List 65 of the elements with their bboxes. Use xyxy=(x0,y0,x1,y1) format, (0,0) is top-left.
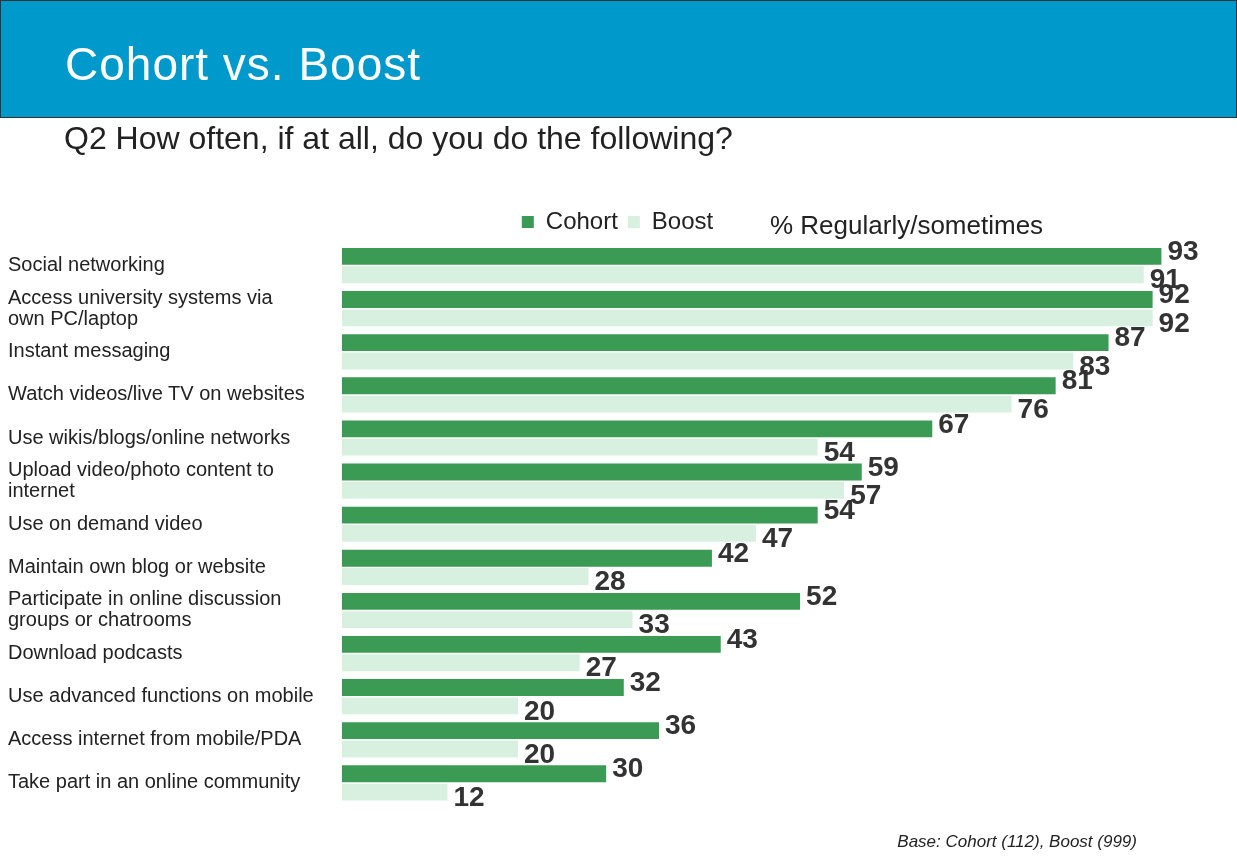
y-tick-label: Use wikis/blogs/online networks xyxy=(8,425,291,448)
data-label: 59 xyxy=(867,450,899,482)
legend-label: Boost xyxy=(651,206,714,234)
bar xyxy=(341,636,721,653)
bar xyxy=(341,291,1153,308)
bar xyxy=(341,395,1012,413)
data-label: 87 xyxy=(1114,321,1146,353)
y-tick-label: Social networking xyxy=(8,253,165,276)
bar xyxy=(341,247,1162,265)
y-tick-label: Upload video/photo content to internet xyxy=(8,458,274,502)
y-tick-label: Download podcasts xyxy=(8,641,183,664)
data-label: 28 xyxy=(594,565,626,597)
bar xyxy=(341,611,633,629)
data-label: 47 xyxy=(761,522,794,554)
bar xyxy=(341,334,1109,352)
bar xyxy=(341,481,845,499)
data-label: 43 xyxy=(726,623,758,655)
bar xyxy=(341,592,801,610)
bar xyxy=(341,549,712,567)
legend-label: Cohort xyxy=(545,206,619,234)
data-label: 76 xyxy=(1017,392,1049,424)
bar xyxy=(341,463,862,481)
bar xyxy=(341,506,818,524)
bar xyxy=(341,524,756,542)
data-label: 12 xyxy=(453,780,485,812)
data-label: 32 xyxy=(629,666,661,698)
data-label: 30 xyxy=(612,752,644,784)
data-label: 52 xyxy=(806,580,838,612)
bar xyxy=(341,697,519,715)
bar xyxy=(341,377,1056,395)
data-label: 93 xyxy=(1167,235,1199,267)
y-tick-label: Instant messaging xyxy=(8,339,171,362)
bar xyxy=(341,654,580,672)
text: % Regularly/sometimes xyxy=(770,210,1044,241)
y-tick-label: Take part in an online community xyxy=(8,770,301,793)
data-label: 36 xyxy=(665,709,697,741)
bar xyxy=(341,765,607,783)
y-tick-label: Watch videos/live TV on websites xyxy=(8,382,305,405)
data-label: 20 xyxy=(524,694,556,726)
y-tick-label: Participate in online discussion groups or chatrooms xyxy=(8,587,282,631)
data-label: 20 xyxy=(524,737,556,769)
bar xyxy=(341,309,1153,327)
chart-subtitle: Q2 How often, if at all, do you do the following? xyxy=(64,120,733,157)
y-tick-label: Access university systems via own PC/laptop xyxy=(8,285,274,329)
chart-title: Cohort vs. Boost xyxy=(65,37,422,91)
data-label: 67 xyxy=(938,407,970,439)
bar xyxy=(341,740,519,758)
bar xyxy=(341,438,818,456)
data-label: 42 xyxy=(717,536,750,568)
y-tick-label: Access internet from mobile/PDA xyxy=(8,727,303,750)
y-tick-label: Use on demand video xyxy=(8,511,203,534)
bar xyxy=(341,783,448,801)
bar xyxy=(341,352,1074,370)
bar xyxy=(341,568,589,585)
bar xyxy=(341,420,933,438)
y-tick-label: Maintain own blog or website xyxy=(8,554,266,577)
bar xyxy=(341,722,660,740)
data-label: 92 xyxy=(1158,306,1190,338)
data-label: 54 xyxy=(823,435,856,467)
data-label: 27 xyxy=(585,651,617,683)
text: Base: Cohort (112), Boost (999) xyxy=(897,832,1137,852)
y-tick-label: Use advanced functions on mobile xyxy=(8,684,314,707)
data-label: 33 xyxy=(638,608,670,640)
bar xyxy=(341,679,624,696)
bar xyxy=(341,266,1144,284)
